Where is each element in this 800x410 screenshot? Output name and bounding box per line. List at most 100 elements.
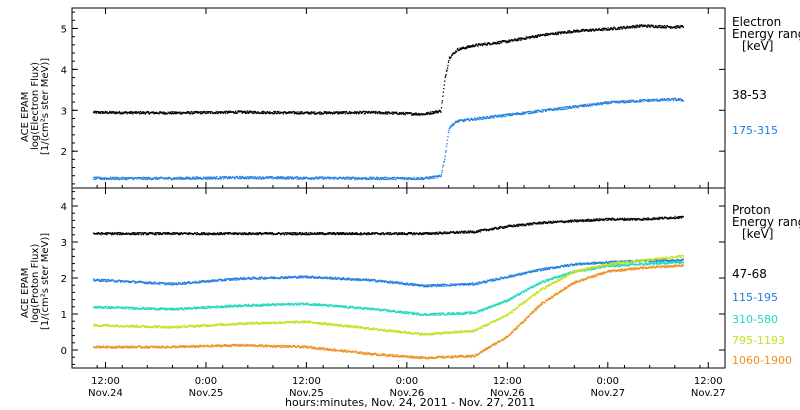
data-point-proton-0: [371, 233, 373, 235]
data-point-electron-1: [222, 176, 224, 178]
data-point-proton-0: [410, 233, 412, 235]
data-point-electron-0: [545, 34, 548, 36]
data-point-electron-1: [187, 176, 189, 178]
data-point-proton-0: [508, 224, 510, 226]
data-point-proton-1: [236, 277, 238, 280]
data-point-electron-1: [371, 178, 373, 180]
data-point-electron-0: [678, 26, 680, 29]
data-point-electron-0: [193, 111, 195, 113]
data-point-electron-0: [321, 112, 324, 114]
data-point-electron-1: [582, 104, 585, 106]
data-point-electron-1: [286, 177, 288, 179]
data-point-proton-1: [204, 281, 206, 283]
data-point-electron-1: [528, 110, 530, 112]
data-point-proton-0: [327, 232, 330, 234]
data-point-electron-0: [503, 41, 505, 43]
data-point-electron-1: [622, 101, 625, 103]
data-point-electron-0: [455, 51, 457, 53]
data-point-proton-0: [255, 232, 258, 235]
data-point-proton-1: [404, 282, 406, 285]
data-point-electron-0: [650, 25, 652, 27]
data-point-proton-0: [680, 217, 683, 219]
data-point-proton-0: [360, 232, 362, 235]
data-point-electron-0: [404, 114, 406, 116]
data-point-proton-0: [453, 231, 455, 233]
data-point-proton-0: [629, 219, 631, 221]
data-point-proton-0: [355, 233, 357, 236]
data-point-proton-0: [528, 224, 530, 226]
data-point-proton-1: [142, 281, 145, 283]
data-point-proton-1: [347, 277, 349, 280]
data-point-proton-0: [133, 233, 135, 236]
data-point-electron-0: [435, 110, 438, 112]
data-point-electron-0: [428, 113, 430, 115]
data-point-proton-1: [431, 285, 434, 287]
data-point-electron-1: [582, 104, 584, 106]
data-point-electron-0: [462, 47, 464, 50]
data-point-electron-1: [560, 109, 562, 111]
data-point-proton-1: [396, 282, 398, 284]
data-point-electron-1: [252, 177, 254, 179]
data-point-proton-1: [459, 283, 462, 285]
data-point-proton-0: [582, 219, 584, 221]
data-point-electron-0: [663, 24, 666, 27]
data-point-electron-1: [556, 107, 558, 109]
data-point-electron-0: [583, 30, 586, 32]
data-point-electron-0: [310, 111, 312, 113]
data-point-electron-0: [431, 113, 433, 115]
data-point-proton-1: [430, 286, 433, 288]
data-point-proton-0: [476, 230, 478, 232]
data-point-proton-0: [477, 229, 479, 232]
data-point-proton-1: [331, 277, 334, 279]
data-point-electron-1: [417, 177, 420, 180]
data-point-electron-1: [301, 177, 303, 180]
data-point-proton-1: [116, 281, 119, 283]
data-point-electron-0: [361, 112, 364, 114]
data-point-electron-0: [105, 112, 108, 114]
y-tick-label-electron-0: 2: [61, 147, 67, 158]
data-point-electron-1: [447, 131, 450, 134]
data-point-proton-1: [340, 278, 342, 281]
data-point-electron-0: [461, 46, 463, 49]
data-point-proton-1: [105, 279, 107, 282]
data-point-proton-1: [383, 281, 386, 283]
data-point-proton-1: [356, 278, 358, 280]
data-point-proton-0: [296, 232, 298, 234]
data-point-electron-0: [636, 24, 639, 26]
data-point-electron-1: [250, 176, 253, 178]
data-point-proton-0: [667, 217, 670, 220]
data-point-electron-0: [277, 111, 279, 113]
data-point-proton-1: [369, 279, 372, 282]
data-point-proton-0: [254, 233, 257, 235]
data-point-electron-1: [249, 177, 252, 179]
data-point-electron-0: [344, 113, 346, 115]
data-point-proton-0: [196, 231, 198, 234]
data-point-proton-0: [147, 232, 149, 234]
data-point-electron-1: [411, 178, 413, 180]
data-point-electron-1: [655, 100, 657, 102]
data-point-electron-0: [398, 112, 401, 114]
data-point-electron-0: [408, 112, 410, 115]
data-point-proton-0: [598, 219, 601, 222]
data-point-electron-1: [159, 178, 161, 180]
data-point-proton-1: [115, 280, 117, 282]
data-point-proton-1: [449, 285, 451, 287]
data-point-electron-1: [200, 176, 202, 179]
data-point-electron-0: [433, 111, 435, 113]
data-point-electron-1: [623, 100, 625, 102]
data-point-proton-1: [101, 278, 104, 281]
data-point-electron-1: [117, 178, 119, 181]
data-point-proton-1: [439, 285, 441, 287]
data-point-proton-0: [401, 233, 403, 236]
data-point-electron-1: [536, 110, 538, 112]
data-point-electron-0: [618, 26, 620, 29]
data-point-electron-1: [582, 105, 584, 108]
y-tick-label-proton-3: 3: [61, 238, 67, 249]
data-point-electron-0: [567, 31, 569, 33]
data-point-electron-0: [567, 30, 569, 32]
data-point-electron-0: [440, 107, 443, 109]
data-point-proton-1: [158, 281, 161, 283]
data-point-proton-0: [168, 233, 170, 235]
data-point-electron-1: [561, 106, 563, 109]
data-point-electron-0: [130, 112, 132, 115]
